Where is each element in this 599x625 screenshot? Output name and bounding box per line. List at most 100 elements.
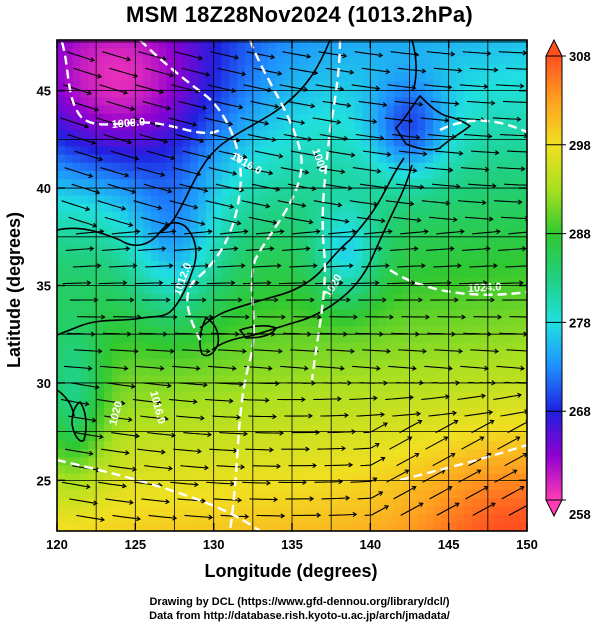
streamline-arrow	[266, 480, 271, 486]
streamline-arrow	[382, 297, 387, 303]
streamline-arrow	[243, 229, 249, 235]
streamline-arrow	[519, 280, 524, 286]
streamline-arrow	[377, 246, 383, 252]
streamline-arrow	[422, 348, 427, 354]
streamline	[142, 100, 171, 110]
streamline	[424, 167, 453, 171]
streamline	[355, 133, 384, 139]
streamline-arrow	[240, 263, 246, 269]
streamline	[459, 84, 488, 88]
chart-title: MSM 18Z28Nov2024 (1013.2hPa)	[125, 2, 474, 27]
streamline	[242, 481, 270, 484]
streamline-arrow	[134, 433, 140, 439]
streamline	[328, 230, 356, 235]
streamline-arrow	[308, 413, 313, 419]
streamline-arrow	[457, 263, 462, 269]
streamline-arrow	[449, 246, 455, 252]
streamline-arrow	[458, 348, 464, 354]
streamline	[426, 51, 455, 55]
streamline	[280, 365, 308, 370]
streamline-arrow	[269, 447, 274, 453]
streamline-arrow	[278, 348, 283, 354]
streamline	[508, 504, 527, 516]
streamline-arrow	[92, 500, 98, 506]
streamline	[321, 497, 350, 500]
streamline	[177, 498, 206, 502]
credit-data: Data from http://database.rish.kyoto-u.a…	[149, 610, 450, 622]
x-tick-label: 140	[359, 537, 381, 552]
streamline-arrow	[172, 515, 178, 521]
streamline-arrow	[281, 314, 286, 320]
streamline	[394, 100, 423, 106]
streamline-arrow	[124, 172, 130, 178]
streamline	[75, 432, 103, 438]
streamline	[204, 117, 233, 125]
streamline	[140, 216, 169, 226]
streamline-arrow	[158, 280, 164, 286]
streamline	[427, 133, 456, 138]
streamline-arrow	[169, 348, 175, 354]
streamline-arrow	[494, 150, 500, 156]
streamline	[387, 84, 416, 89]
streamline-arrow	[192, 399, 198, 405]
streamline-arrow	[237, 497, 243, 503]
streamline-arrow	[237, 297, 243, 303]
streamline-arrow	[156, 399, 162, 405]
streamline-arrow	[409, 201, 415, 207]
streamline	[145, 67, 174, 77]
streamline-arrow	[312, 463, 318, 469]
streamline	[208, 365, 236, 370]
streamline	[214, 100, 243, 109]
streamline	[212, 216, 241, 225]
streamline-arrow	[120, 400, 126, 406]
streamline-arrow	[453, 419, 459, 425]
streamline-arrow	[378, 52, 384, 58]
streamline	[182, 349, 210, 352]
streamline-arrow	[373, 395, 378, 401]
streamline-arrow	[387, 229, 393, 235]
streamline	[398, 150, 427, 155]
streamline-arrow	[130, 106, 136, 112]
streamline-arrow	[350, 348, 355, 354]
streamline-arrow	[309, 496, 315, 502]
streamline-arrow	[96, 263, 102, 269]
streamline	[63, 84, 92, 95]
streamline	[506, 349, 527, 352]
streamline	[313, 398, 341, 401]
streamline	[249, 498, 277, 501]
streamline	[68, 216, 97, 227]
isobar-1020	[310, 40, 342, 381]
streamline	[63, 365, 92, 370]
streamline-arrow	[451, 134, 457, 140]
streamline-arrow	[340, 169, 346, 175]
streamline-arrow	[487, 133, 493, 139]
streamline-arrow	[421, 263, 426, 269]
streamline	[429, 216, 457, 221]
streamline	[390, 247, 418, 251]
isobar-se	[399, 443, 527, 482]
streamline	[69, 498, 97, 505]
streamline	[135, 84, 164, 94]
streamline	[242, 282, 271, 285]
streamline-arrow	[353, 314, 358, 320]
streamline-arrow	[337, 396, 342, 402]
streamline	[98, 282, 127, 285]
streamline-arrow	[385, 263, 390, 269]
streamline-arrow	[230, 481, 235, 487]
streamline	[248, 216, 277, 224]
coastline-honshu-pacific	[211, 164, 413, 351]
streamline	[137, 247, 166, 251]
streamline-arrow	[132, 466, 137, 472]
streamline	[278, 282, 307, 285]
isobar-1016	[228, 40, 303, 531]
streamline-arrow	[269, 246, 275, 252]
streamline	[108, 265, 137, 268]
streamline-arrow	[231, 365, 237, 371]
streamline	[246, 51, 275, 58]
streamline-arrow	[238, 104, 244, 110]
streamline	[393, 486, 416, 500]
streamline	[180, 465, 208, 469]
streamline	[169, 398, 197, 403]
streamline-arrow	[86, 90, 92, 96]
streamline-arrow	[267, 365, 273, 371]
